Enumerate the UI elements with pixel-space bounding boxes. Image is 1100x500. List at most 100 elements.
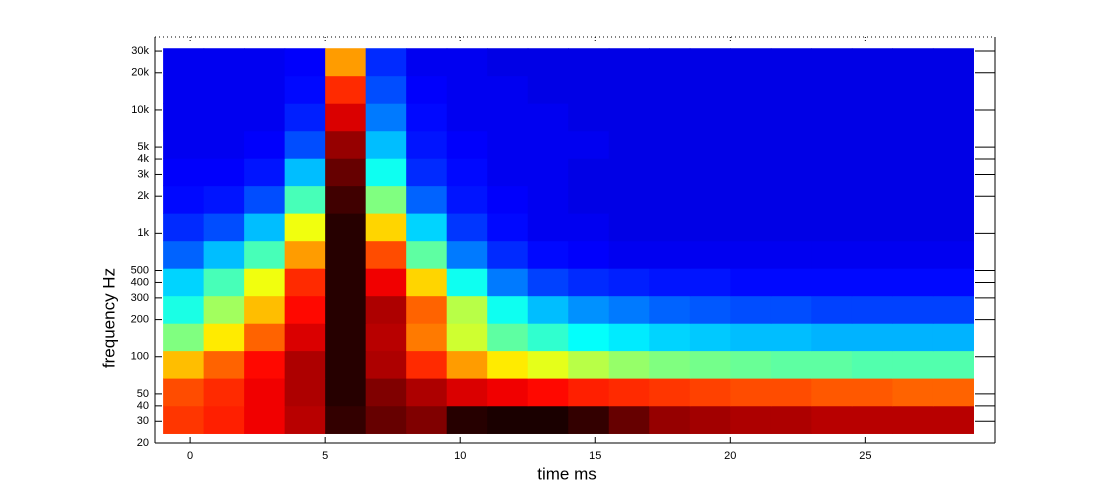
- heat-cell: [770, 405, 812, 434]
- heat-cell: [811, 377, 853, 407]
- heat-cell: [811, 158, 853, 187]
- heat-cell: [406, 295, 448, 324]
- heat-cell: [811, 268, 853, 297]
- heat-cell: [487, 185, 529, 214]
- heat-cell: [649, 213, 691, 242]
- heat-cell: [689, 405, 731, 434]
- y-tick-label: 1k: [137, 227, 149, 239]
- heat-cell: [811, 350, 853, 379]
- heat-cell: [811, 130, 853, 159]
- heat-cell: [932, 323, 974, 352]
- heat-cell: [770, 48, 812, 77]
- heat-cell: [406, 240, 448, 269]
- heat-cell: [163, 213, 205, 242]
- heat-cell: [568, 268, 610, 297]
- heat-cell: [406, 130, 448, 159]
- y-tick-label: 50: [137, 388, 149, 400]
- heat-cell: [325, 268, 367, 297]
- heat-cell: [649, 48, 691, 77]
- heat-cell: [163, 323, 205, 352]
- heat-cell: [244, 103, 286, 132]
- heat-cell: [649, 240, 691, 269]
- heat-cell: [689, 185, 731, 214]
- heat-cell: [244, 295, 286, 324]
- heat-cell: [770, 350, 812, 379]
- heat-cell: [730, 323, 772, 352]
- heat-cell: [487, 75, 529, 104]
- heat-cell: [770, 323, 812, 352]
- heat-cell: [163, 405, 205, 434]
- heat-cell: [770, 213, 812, 242]
- heat-cell: [163, 350, 205, 379]
- heat-cell: [284, 240, 326, 269]
- heat-cell: [487, 405, 529, 434]
- heat-cell: [446, 158, 488, 187]
- heat-cell: [568, 323, 610, 352]
- heat-cell: [932, 295, 974, 324]
- y-tick-label: 5k: [137, 141, 149, 153]
- heat-cell: [568, 158, 610, 187]
- y-tick-label: 300: [131, 292, 149, 304]
- heat-cell: [649, 323, 691, 352]
- heat-cell: [163, 103, 205, 132]
- heat-cell: [446, 130, 488, 159]
- heat-cell: [446, 213, 488, 242]
- heat-cell: [730, 213, 772, 242]
- heat-cell: [365, 405, 407, 434]
- heat-cell: [932, 48, 974, 77]
- heat-cell: [487, 48, 529, 77]
- heat-cell: [770, 268, 812, 297]
- heat-cell: [244, 240, 286, 269]
- y-tick-label: 100: [131, 351, 149, 363]
- heat-cell: [487, 213, 529, 242]
- heat-cell: [203, 295, 245, 324]
- heat-cell: [406, 75, 448, 104]
- heat-cell: [608, 75, 650, 104]
- heat-cell: [527, 185, 569, 214]
- heat-cell: [284, 130, 326, 159]
- heat-cell: [487, 295, 529, 324]
- heat-cell: [568, 185, 610, 214]
- heat-cell: [365, 103, 407, 132]
- heat-cell: [244, 377, 286, 407]
- y-tick-label: 30: [137, 415, 149, 427]
- heat-cell: [365, 75, 407, 104]
- heat-cell: [568, 240, 610, 269]
- heat-cell: [608, 185, 650, 214]
- heat-cell: [932, 405, 974, 434]
- heat-cell: [851, 268, 893, 297]
- heat-cell: [851, 350, 893, 379]
- heat-cell: [244, 130, 286, 159]
- heat-cell: [446, 75, 488, 104]
- heat-cell: [851, 185, 893, 214]
- heat-cell: [203, 350, 245, 379]
- heat-cell: [406, 185, 448, 214]
- heat-cell: [770, 295, 812, 324]
- heat-cell: [649, 75, 691, 104]
- heat-cell: [811, 75, 853, 104]
- heat-cell: [730, 158, 772, 187]
- heat-cell: [163, 268, 205, 297]
- y-tick-label: 20k: [131, 67, 149, 79]
- heat-cell: [203, 240, 245, 269]
- heat-cell: [406, 48, 448, 77]
- heat-cell: [325, 158, 367, 187]
- heat-cell: [406, 103, 448, 132]
- heat-cell: [770, 240, 812, 269]
- heat-cell: [568, 48, 610, 77]
- heat-cell: [932, 158, 974, 187]
- heat-cell: [365, 240, 407, 269]
- heat-cell: [163, 158, 205, 187]
- heat-cell: [851, 295, 893, 324]
- heat-cell: [325, 75, 367, 104]
- heat-cell: [851, 323, 893, 352]
- heat-cell: [770, 75, 812, 104]
- heat-cell: [325, 240, 367, 269]
- y-tick-label: 200: [131, 314, 149, 326]
- heat-cell: [284, 48, 326, 77]
- heat-cell: [203, 185, 245, 214]
- heat-cell: [689, 350, 731, 379]
- heat-cell: [284, 350, 326, 379]
- heat-cell: [527, 240, 569, 269]
